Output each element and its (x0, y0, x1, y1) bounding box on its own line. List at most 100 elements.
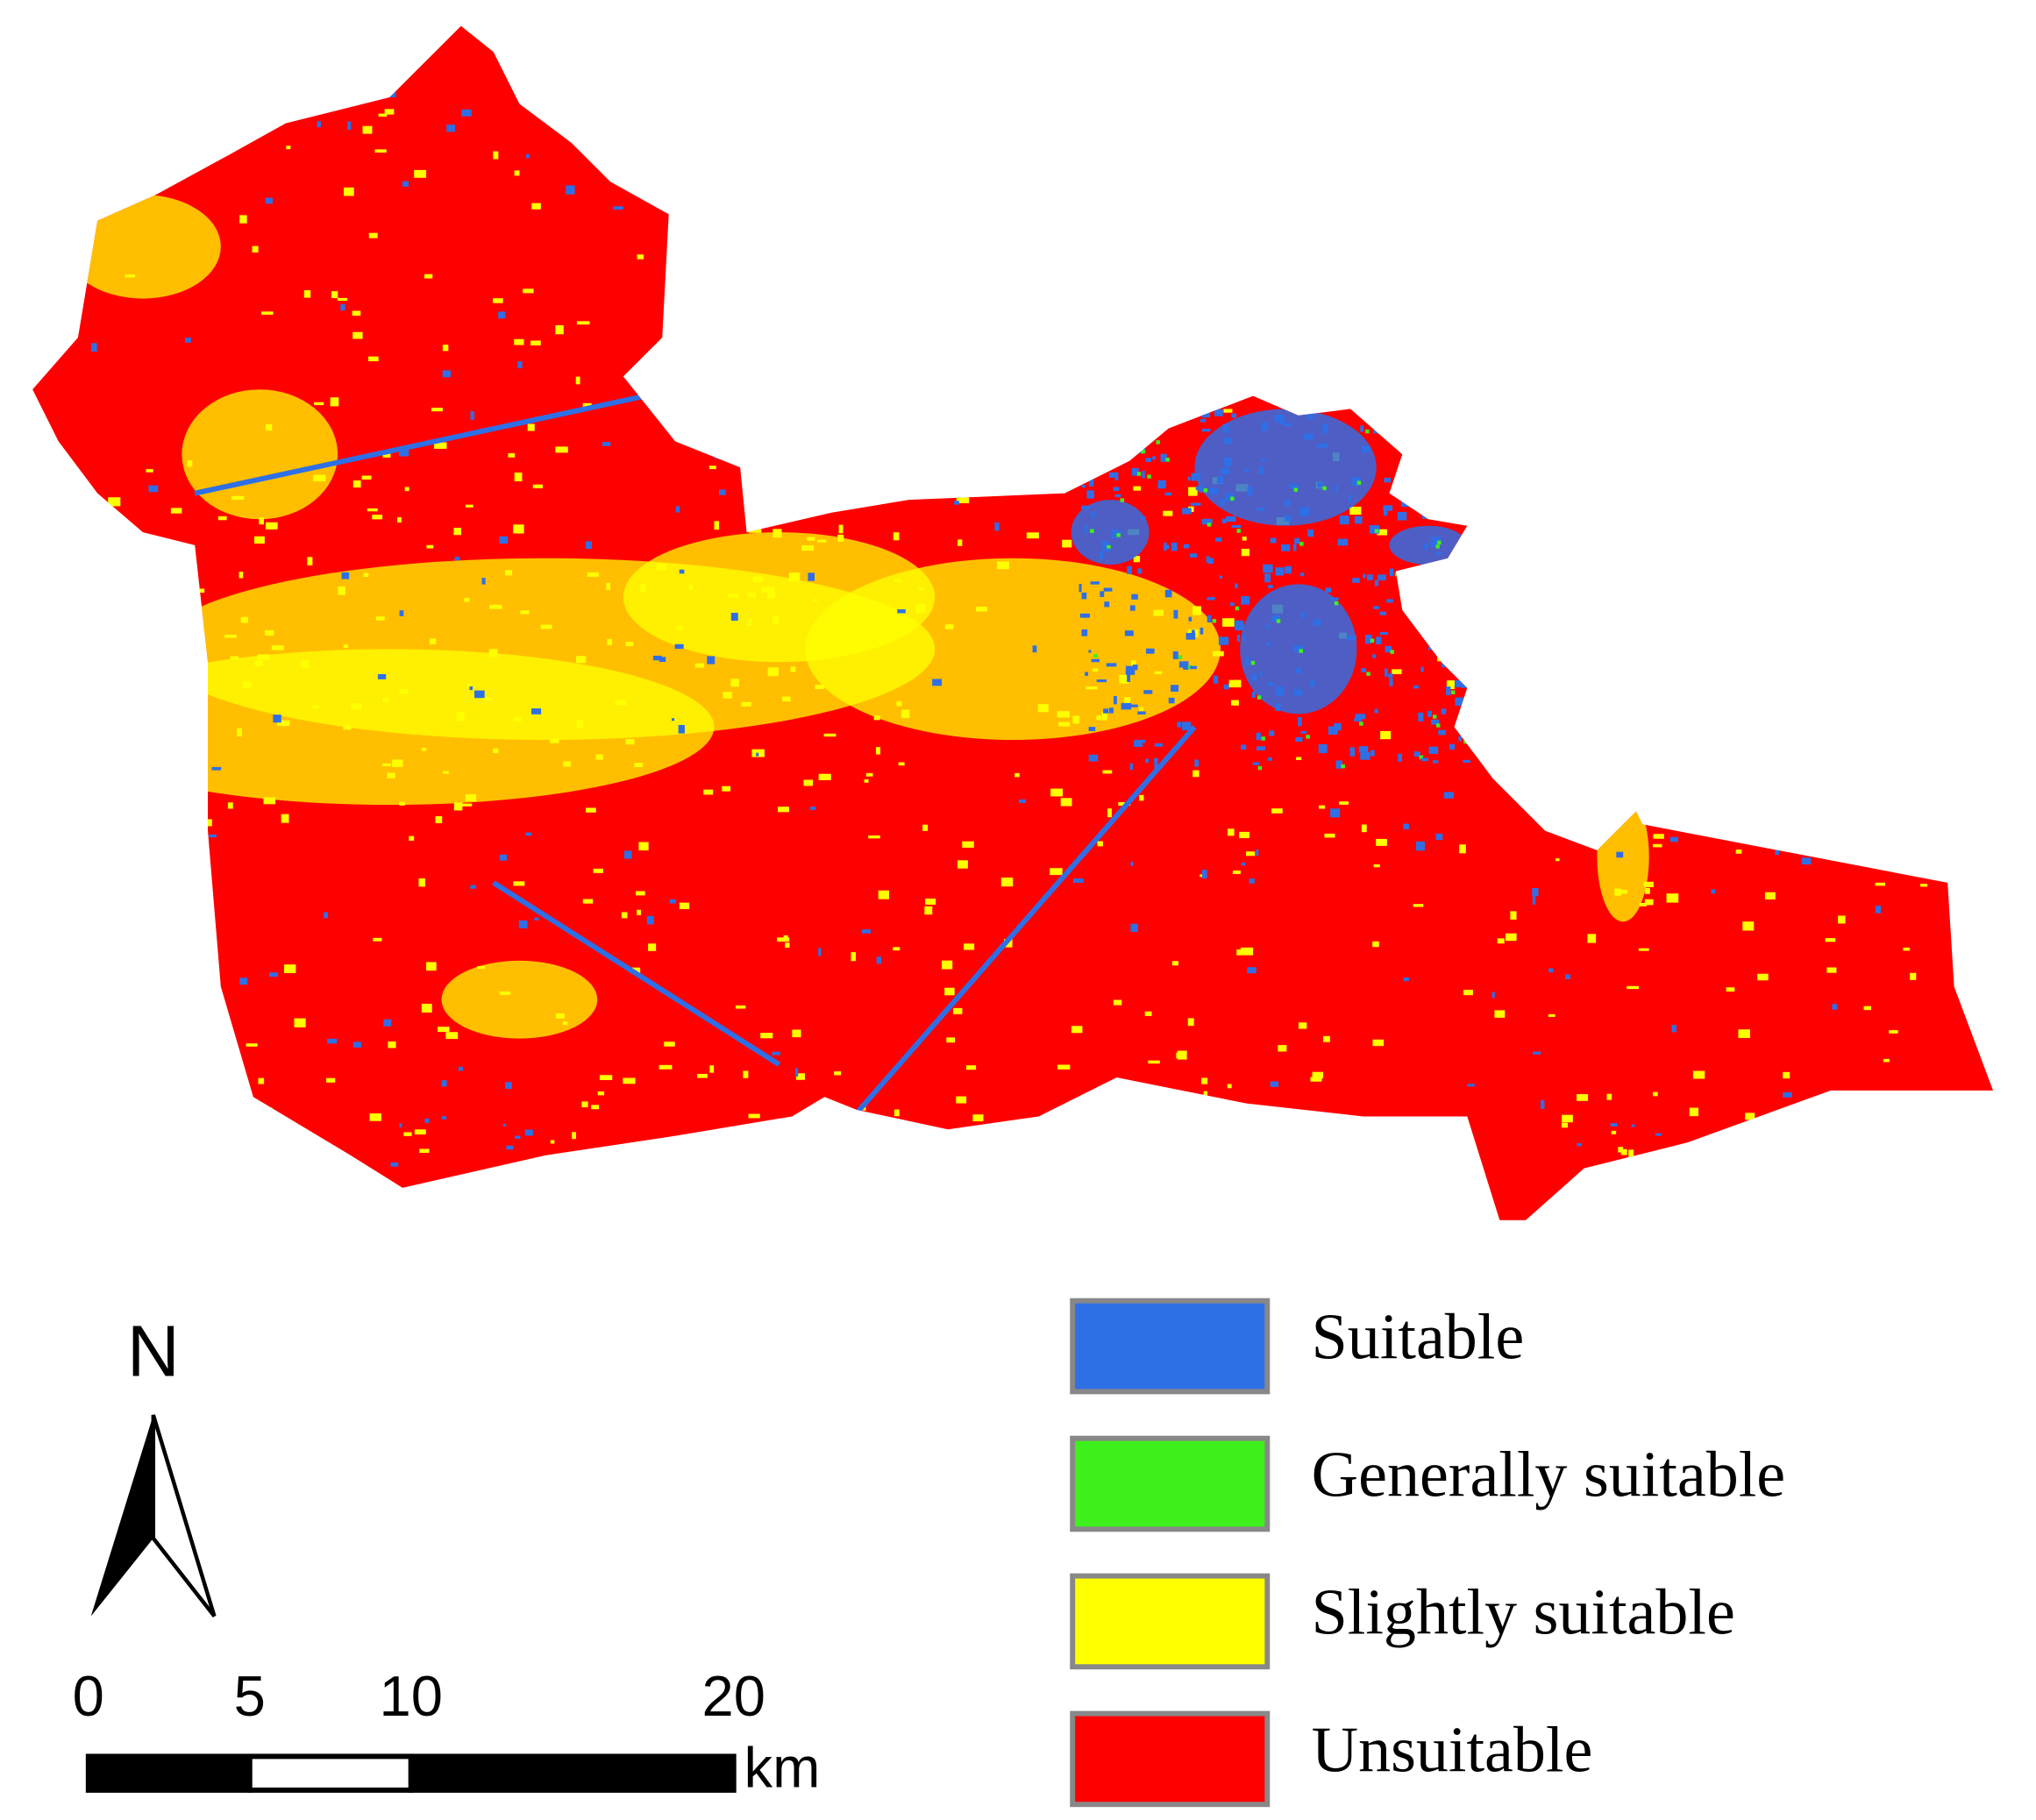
suitable-speck (1164, 589, 1172, 598)
suitable-speck (1307, 530, 1314, 537)
scale-segment (246, 1753, 414, 1793)
slightly-suitable-speck (514, 170, 520, 176)
slightly-suitable-speck (1154, 671, 1163, 674)
slightly-suitable-speck (381, 763, 391, 767)
slightly-suitable-speck (227, 802, 233, 809)
slightly-suitable-speck (1310, 1077, 1322, 1082)
suitable-speck (1000, 81, 1010, 87)
slightly-suitable-speck (666, 375, 676, 380)
suitable-speck (1328, 597, 1339, 601)
slightly-suitable-speck (785, 942, 790, 949)
suitable-speck (890, 389, 896, 399)
slightly-suitable-speck (34, 530, 39, 539)
slightly-suitable-speck (1889, 1030, 1898, 1034)
slightly-suitable-speck (1875, 882, 1886, 886)
generally-suitable-speck (1178, 655, 1183, 659)
suitable-speck (1875, 906, 1882, 914)
slightly-suitable-speck (74, 793, 86, 800)
suitable-speck (1374, 579, 1379, 587)
arrow-left (90, 1415, 153, 1617)
suitable-speck (1113, 530, 1122, 535)
suitable-speck (861, 929, 872, 934)
suitable-speck (1141, 516, 1146, 520)
suitable-speck (669, 899, 676, 904)
slightly-suitable-speck (1133, 486, 1142, 491)
suitable-speck (1236, 634, 1240, 642)
slightly-suitable-speck (1153, 609, 1164, 616)
suitable-speck (383, 1019, 392, 1027)
slightly-suitable-speck (1730, 780, 1737, 785)
suitable-speck (1379, 631, 1388, 636)
suitable-speck (1182, 722, 1192, 731)
slightly-suitable-speck (761, 586, 775, 593)
slightly-suitable-speck (658, 1064, 673, 1070)
slightly-suitable-speck (1629, 583, 1641, 587)
slightly-suitable-speck (1645, 887, 1650, 894)
slightly-suitable-speck (1791, 741, 1797, 745)
generally-suitable-speck (1261, 736, 1265, 741)
slightly-suitable-speck (816, 41, 822, 49)
suitable-speck (1198, 411, 1204, 416)
slightly-suitable-speck (767, 667, 779, 677)
slightly-suitable-speck (676, 625, 684, 629)
slightly-suitable-speck (1228, 679, 1242, 688)
suitable-speck (1610, 1122, 1618, 1127)
slightly-suitable-speck (1542, 685, 1548, 690)
suitable-speck (518, 920, 528, 928)
suitable-speck (1330, 808, 1341, 818)
slightly-suitable-speck (777, 937, 790, 942)
suitable-speck (1234, 620, 1243, 628)
generally-suitable-speck (1334, 601, 1339, 606)
suitable-speck (932, 679, 943, 686)
suitable-speck (1256, 732, 1262, 741)
suitable-speck (1121, 702, 1132, 710)
slightly-suitable-speck (1679, 239, 1691, 246)
slightly-suitable-speck (1840, 114, 1846, 118)
slightly-suitable-speck (392, 760, 403, 767)
suitable-speck (1732, 658, 1736, 664)
slightly-suitable-speck (424, 274, 433, 279)
slightly-suitable-speck (1397, 123, 1401, 130)
slightly-suitable-speck (1228, 1148, 1234, 1156)
suitable-speck (1358, 746, 1369, 753)
slightly-suitable-speck (1002, 291, 1015, 296)
slightly-suitable-speck (1764, 80, 1775, 83)
generally-suitable-speck (1438, 590, 1442, 595)
slightly-suitable-speck (1942, 636, 1948, 641)
slightly-suitable-speck (772, 615, 780, 624)
suitable-speck (1427, 710, 1433, 717)
slightly-suitable-speck (788, 572, 801, 582)
suitable-speck (1401, 499, 1412, 508)
suitable-speck (1861, 738, 1870, 743)
slightly-suitable-speck (246, 1043, 258, 1047)
slightly-suitable-speck (1123, 262, 1135, 269)
legend-label: Slightly suitable (1312, 1576, 1735, 1648)
suitable-speck (1868, 448, 1878, 455)
suitable-speck (1883, 770, 1893, 777)
slightly-suitable-speck (1549, 61, 1557, 66)
slightly-suitable-area (623, 532, 936, 663)
slightly-suitable-speck (1227, 1084, 1232, 1089)
slightly-suitable-speck (1649, 596, 1657, 606)
suitable-speck (809, 807, 816, 810)
slightly-suitable-speck (368, 356, 379, 362)
suitable-speck (1075, 247, 1079, 253)
suitable-speck (1104, 601, 1110, 608)
slightly-suitable-speck (1339, 801, 1349, 805)
suitable-speck (1293, 644, 1304, 653)
slightly-suitable-speck (1026, 532, 1039, 539)
slightly-suitable-speck (965, 445, 972, 453)
suitable-speck (1085, 525, 1088, 535)
suitable-speck (1221, 467, 1230, 474)
suitable-speck (1294, 537, 1300, 544)
suitable-speck (1106, 663, 1117, 667)
suitable-speck (897, 609, 906, 614)
slightly-suitable-speck (1363, 72, 1375, 79)
slightly-suitable-speck (893, 1109, 900, 1117)
suitable-speck (1801, 857, 1812, 865)
slightly-suitable-speck (1903, 947, 1911, 951)
suitable-speck (1096, 679, 1107, 683)
slightly-suitable-speck (187, 460, 193, 467)
suitable-speck (1153, 423, 1164, 433)
slightly-suitable-speck (1864, 1098, 1875, 1102)
